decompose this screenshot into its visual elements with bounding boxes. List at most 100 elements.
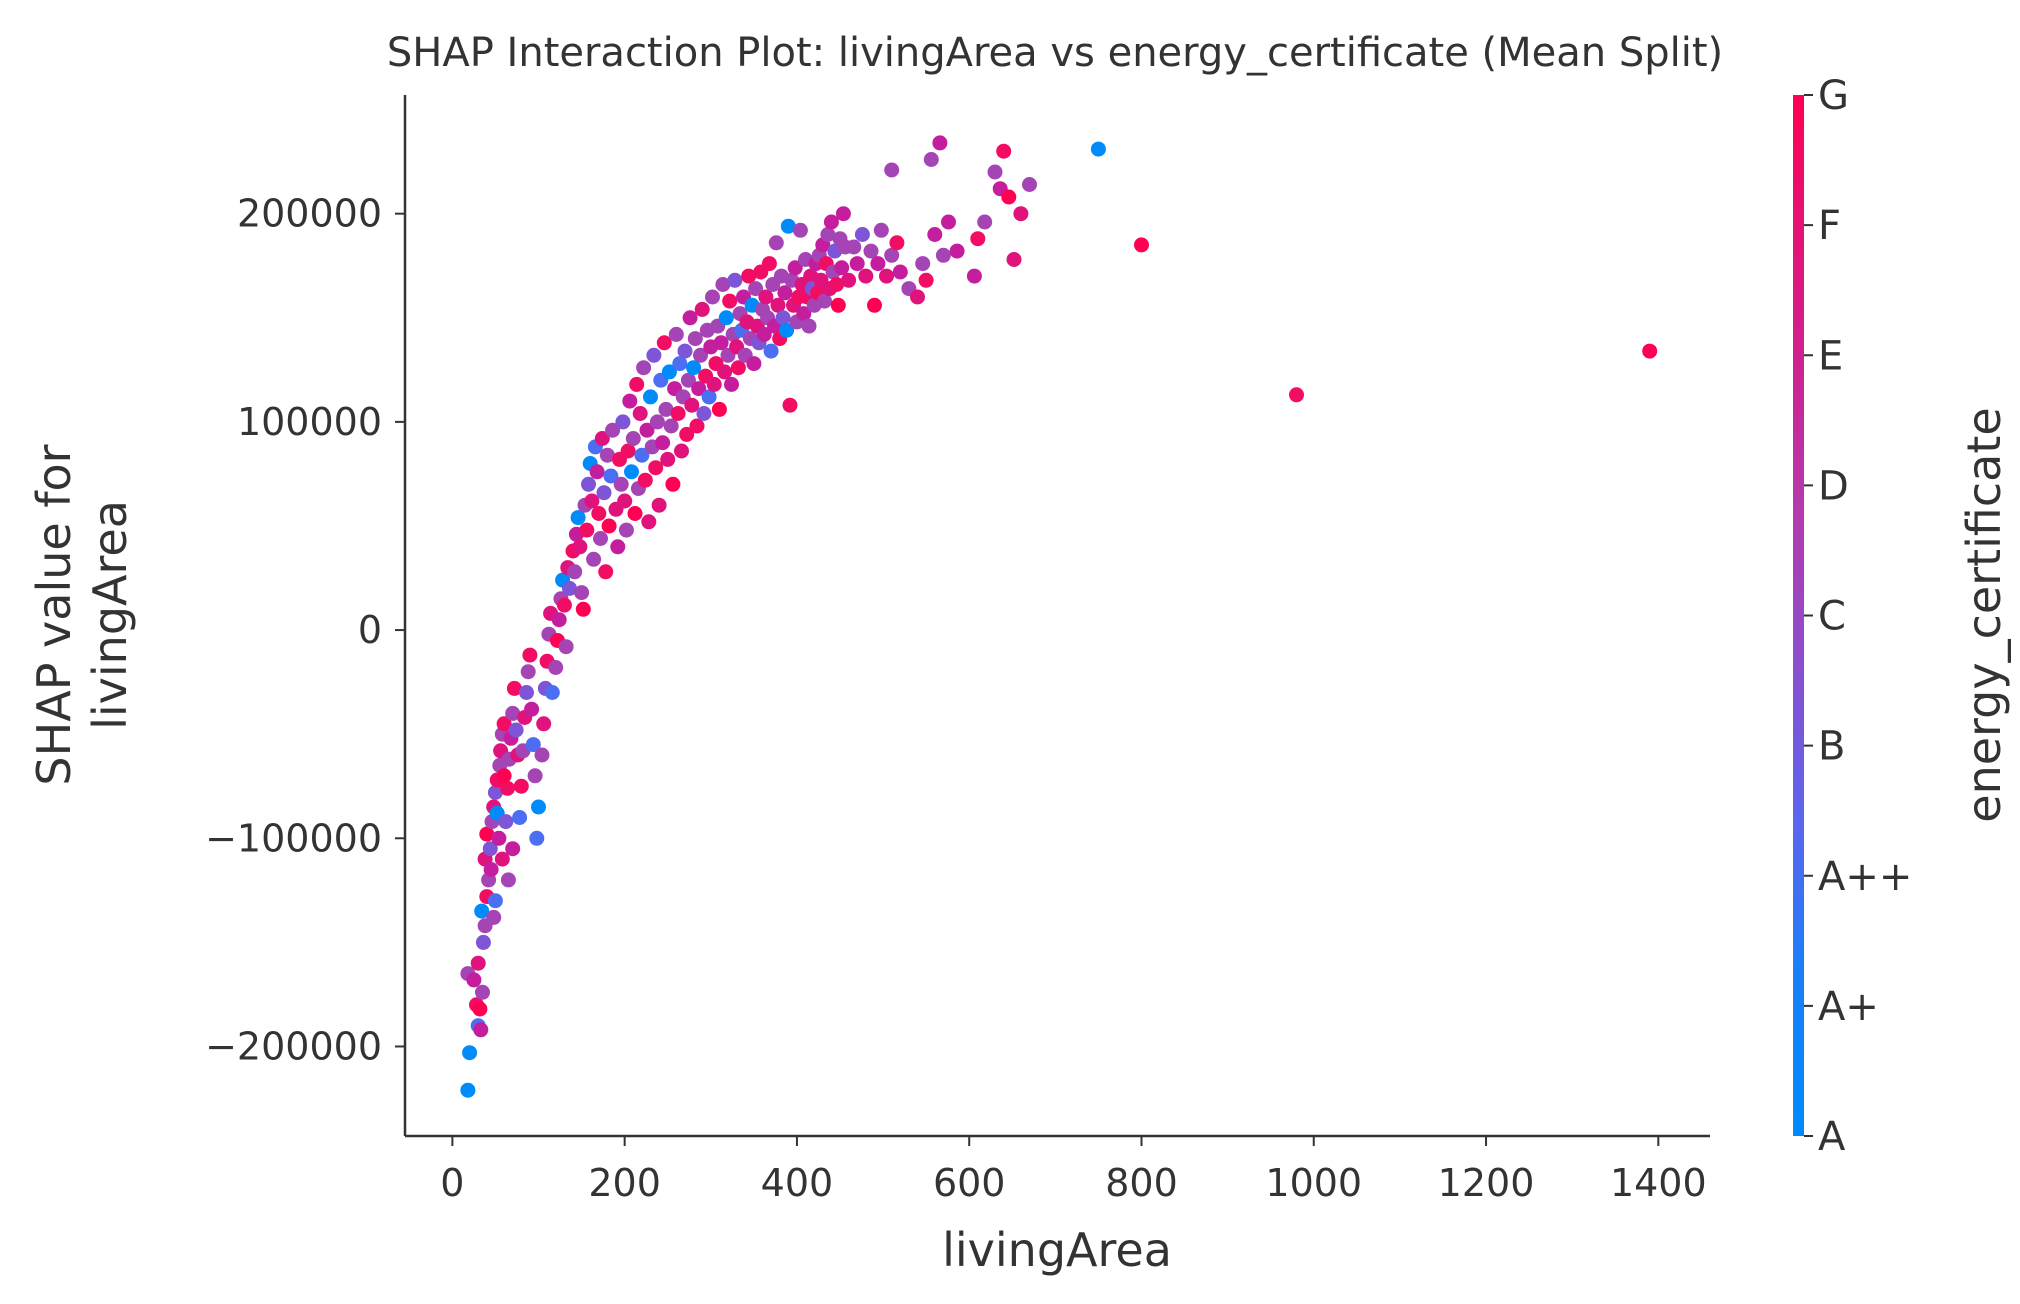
scatter-point (513, 778, 529, 794)
scatter-point (817, 293, 832, 309)
scatter-point (567, 564, 583, 580)
scatter-point (618, 522, 634, 538)
scatter-point (693, 347, 708, 363)
scatter-point (627, 506, 643, 521)
scatter-point (581, 476, 596, 492)
scatter-point (884, 162, 900, 178)
y-axis-label-line-1: SHAP value for (27, 444, 81, 785)
scatter-point (835, 206, 851, 222)
scatter-point (687, 331, 703, 347)
colorbar-tick-label: F (1818, 203, 1841, 249)
scatter-point (923, 152, 939, 167)
scatter-point (525, 737, 541, 753)
scatter-point (475, 934, 491, 950)
y-tick-label: 100000 (237, 400, 382, 444)
scatter-point (586, 551, 602, 567)
scatter-point (724, 376, 739, 392)
scatter-point (796, 306, 812, 322)
scatter-point (524, 701, 540, 717)
scatter-point (641, 514, 657, 530)
colorbar (1793, 95, 1804, 1136)
scatter-point (460, 1082, 476, 1098)
scatter-point (591, 506, 607, 521)
scatter-point (575, 601, 591, 617)
scatter-point (615, 414, 631, 430)
scatter-point (505, 841, 521, 857)
scatter-point (801, 318, 817, 334)
scatter-point (932, 135, 948, 151)
scatter-point (870, 256, 886, 272)
scatter-points (460, 135, 1658, 1098)
scatter-point (758, 289, 774, 305)
scatter-point (558, 639, 574, 655)
scatter-point (473, 1022, 489, 1038)
scatter-point (556, 597, 572, 613)
colorbar-tick-label: A+ (1818, 984, 1879, 1030)
scatter-point (761, 256, 777, 272)
scatter-point (656, 335, 672, 351)
scatter-point (892, 264, 908, 280)
scatter-point (620, 443, 636, 459)
scatter-point (651, 497, 667, 513)
x-tick-label: 1000 (1265, 1161, 1362, 1205)
scatter-point (927, 227, 943, 242)
scatter-point (741, 268, 757, 284)
scatter-point (841, 272, 857, 288)
scatter-point (536, 716, 552, 732)
colorbar-tick-label: B (1818, 724, 1845, 770)
scatter-point (544, 685, 560, 700)
scatter-point (562, 580, 577, 596)
scatter-point (648, 460, 664, 476)
scatter-point (610, 539, 626, 555)
scatter-point (482, 841, 498, 857)
scatter-point (622, 393, 638, 409)
scatter-point (629, 376, 645, 392)
scatter-point (658, 401, 674, 417)
scatter-point (649, 414, 665, 430)
scatter-point (782, 397, 798, 413)
scatter-point (823, 214, 839, 230)
scatter-point (572, 539, 588, 555)
scatter-point (858, 268, 874, 284)
y-tick-label: −200000 (205, 1024, 382, 1068)
scatter-point (506, 680, 522, 696)
chart-title: SHAP Interaction Plot: livingArea vs ene… (387, 30, 1723, 76)
scatter-point (987, 164, 1003, 180)
scatter-point (777, 285, 793, 301)
scatter-point (691, 381, 707, 397)
scatter-point (674, 443, 689, 459)
y-axis-ticks: −200000 −100000 0 100000 200000 (205, 192, 405, 1068)
scatter-point (996, 143, 1012, 159)
colorbar-tick-label: E (1818, 333, 1843, 379)
scatter-point (531, 799, 546, 815)
scatter-point (727, 272, 743, 288)
scatter-point (551, 612, 567, 628)
scatter-point (500, 872, 516, 888)
colorbar-tick-label: A++ (1818, 854, 1912, 900)
scatter-point (520, 664, 536, 680)
scatter-point (529, 830, 545, 846)
scatter-point (863, 243, 879, 259)
scatter-point (787, 260, 803, 276)
scatter-point (730, 360, 746, 376)
scatter-point (775, 310, 791, 326)
scatter-point (594, 431, 610, 446)
scatter-point (849, 256, 865, 272)
scatter-point (768, 235, 784, 251)
scatter-point (494, 851, 510, 867)
scatter-point (624, 464, 639, 480)
scatter-point (846, 239, 862, 255)
scatter-point (915, 256, 931, 272)
scatter-point (689, 418, 705, 434)
scatter-point (889, 235, 905, 251)
scatter-point (601, 518, 617, 534)
scatter-point (686, 360, 702, 376)
scatter-point (770, 297, 786, 313)
scatter-point (792, 222, 808, 238)
scatter-point (505, 705, 521, 721)
scatter-point (479, 826, 495, 842)
scatter-point (918, 272, 934, 288)
scatter-point (613, 476, 629, 492)
scatter-point (593, 531, 608, 546)
